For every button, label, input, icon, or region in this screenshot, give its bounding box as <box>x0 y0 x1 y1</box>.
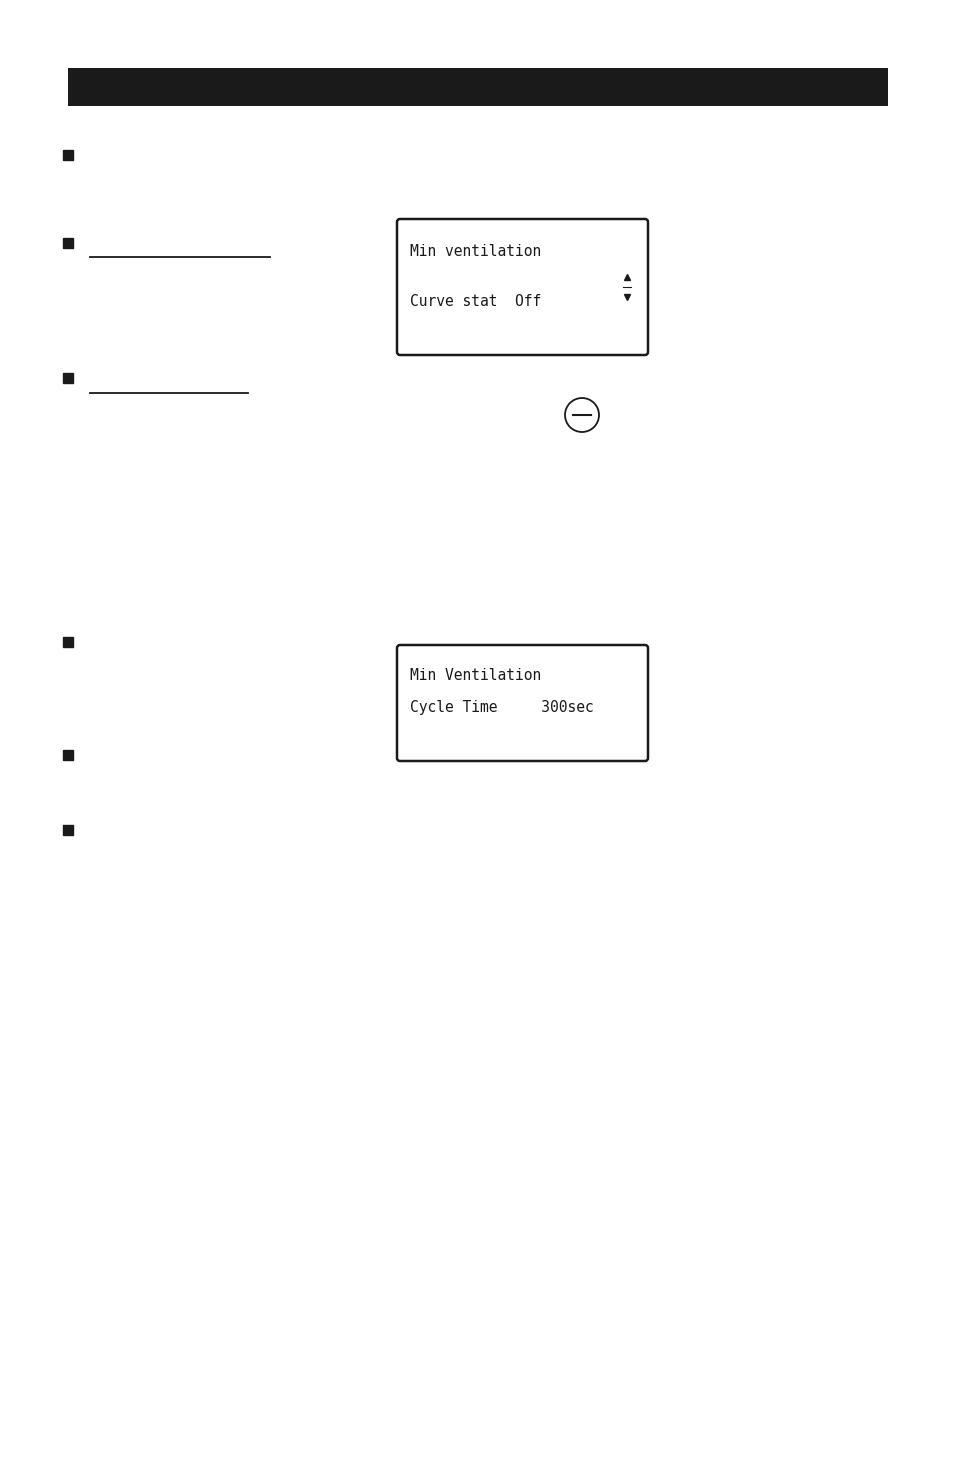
FancyBboxPatch shape <box>396 645 647 761</box>
Text: Min Ventilation: Min Ventilation <box>410 668 540 683</box>
Text: Min ventilation: Min ventilation <box>410 243 540 260</box>
Bar <box>68 68 887 106</box>
Text: Cycle Time     300sec: Cycle Time 300sec <box>410 701 593 715</box>
Text: Curve stat  Off: Curve stat Off <box>410 294 540 308</box>
FancyBboxPatch shape <box>396 218 647 355</box>
